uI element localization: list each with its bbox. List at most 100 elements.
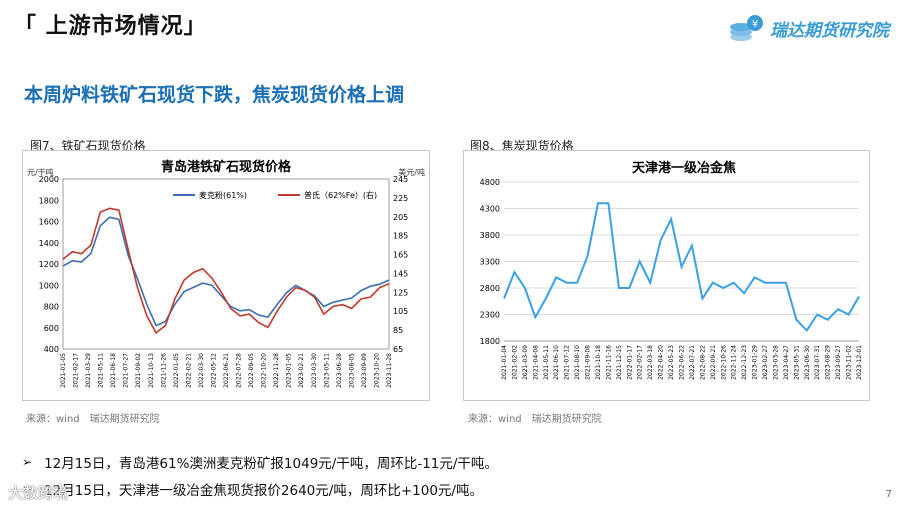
x-tick-label: 2021-12-15 — [616, 345, 623, 380]
y2-tick-label: 165 — [393, 251, 408, 260]
x-tick-label: 2023-03-30 — [311, 353, 318, 388]
x-tick-label: 2022-08-22 — [699, 345, 706, 380]
x-tick-label: 2023-08-05 — [348, 353, 355, 388]
chart-title: 天津港一级冶金焦 — [632, 160, 736, 176]
x-tick-label: 2023-09-27 — [835, 345, 842, 380]
x-tick-label: 2021-10-18 — [595, 345, 602, 380]
series-line-1 — [62, 207, 390, 335]
x-tick-label: 2023-07-31 — [814, 345, 821, 380]
bullet-iron-ore: ➢ 12月15日，青岛港61%澳洲麦克粉矿报1049元/干吨，周环比-11元/干… — [22, 452, 498, 472]
y-tick-label: 1000 — [39, 281, 59, 290]
x-tick-label: 2022-05-12 — [210, 353, 217, 388]
series-line-0 — [503, 202, 860, 332]
x-tick-label: 2022-04-20 — [658, 345, 665, 380]
y2-tick-label: 125 — [393, 288, 408, 297]
legend-label-0: 麦克粉(61%) — [199, 190, 247, 200]
fig7-panel: 青岛港铁矿石现货价格 元/干吨 美元/吨 400 600 800 1000 1200 1400 1… — [22, 150, 430, 401]
x-tick-label: 2021-10-13 — [148, 353, 155, 388]
brand-name: 瑞达期货研究院 — [770, 20, 889, 41]
y2-tick-label: 85 — [393, 326, 403, 335]
brand-logo: ¥ 瑞达期货研究院 — [728, 10, 889, 46]
x-tick-label: 2021-11-16 — [605, 345, 612, 380]
x-tick-label: 2023-05-11 — [323, 353, 330, 388]
x-tick-label: 2022-02-21 — [185, 353, 192, 388]
x-tick-label: 2021-09-08 — [585, 345, 592, 380]
coins-logo-icon: ¥ — [730, 15, 763, 41]
y2-tick-label: 65 — [393, 345, 403, 354]
x-tick-label: 2022-01-17 — [626, 345, 633, 380]
x-tick-label: 2022-07-21 — [689, 345, 696, 380]
x-tick-label: 2023-02-21 — [298, 353, 305, 388]
x-tick-label: 2021-03-29 — [85, 353, 92, 388]
legend-label-1: 普氏（62%Fe）(右) — [304, 190, 377, 200]
y-tick-label: 2000 — [39, 175, 59, 184]
x-tick-label: 2021-06-18 — [110, 353, 117, 388]
x-tick-label: 2023-01-05 — [286, 353, 293, 388]
y-tick-label: 1200 — [39, 260, 59, 269]
x-tick-label: 2023-02-27 — [762, 345, 769, 380]
x-tick-label: 2021-01-04 — [501, 345, 508, 380]
y-tick-label: 4300 — [480, 205, 500, 214]
y-tick-label: 600 — [44, 324, 59, 333]
y2-tick-label: 105 — [393, 307, 408, 316]
y-tick-label: 4800 — [480, 178, 500, 187]
x-tick-label: 2021-11-26 — [160, 353, 167, 388]
fig7-label: 图7、铁矿石现货价格 — [30, 139, 146, 153]
svg-text:¥: ¥ — [752, 19, 758, 30]
x-tick-label: 2022-10-26 — [720, 345, 727, 380]
y-tick-label: 800 — [44, 303, 59, 312]
x-tick-label: 2023-06-28 — [336, 353, 343, 388]
y-tick-label: 1800 — [480, 337, 500, 346]
x-tick-label: 2021-02-17 — [73, 353, 80, 388]
x-tick-label: 2022-11-28 — [273, 353, 280, 388]
x-tick-label: 2021-07-27 — [123, 353, 130, 388]
x-tick-label: 2023-03-28 — [772, 345, 779, 380]
arrow-bullet-icon: ➢ — [22, 455, 33, 469]
x-tick-label: 2022-06-22 — [679, 345, 686, 380]
section-title: 「 上游市场情况」 — [14, 14, 207, 39]
fig7-source: 来源：wind 瑞达期货研究院 — [26, 414, 160, 425]
x-tick-label: 2021-07-12 — [564, 345, 571, 380]
fig8-label: 图8、焦炭现货价格 — [470, 139, 574, 153]
x-tick-label: 2023-05-31 — [793, 345, 800, 380]
y-tick-label: 1600 — [39, 218, 59, 227]
y2-tick-label: 205 — [393, 213, 408, 222]
x-tick-label: 2022-01-05 — [173, 353, 180, 388]
x-tick-label: 2022-05-23 — [668, 345, 675, 380]
y2-tick-label: 245 — [393, 175, 408, 184]
x-tick-label: 2023-11-02 — [846, 345, 853, 380]
x-tick-label: 2022-11-24 — [731, 345, 738, 380]
x-tick-label: 2021-08-10 — [574, 345, 581, 380]
coke-chart: 天津港一级冶金焦 1800 2300 2800 3300 3800 4300 4800 2021… — [480, 160, 863, 380]
bullet-coke: ➢ 12月15日，天津港一级冶金焦现货报价2640元/吨，周环比+100元/吨。 — [22, 479, 483, 499]
x-tick-label: 2022-09-21 — [710, 345, 717, 380]
y2-tick-label: 225 — [393, 194, 408, 203]
bullet-text: 12月15日，青岛港61%澳洲麦克粉矿报1049元/干吨，周环比-11元/干吨。 — [44, 456, 498, 472]
y-axis-label: 元/干吨 — [27, 167, 54, 177]
page-number: 7 — [885, 489, 892, 500]
y2-tick-label: 185 — [393, 232, 408, 241]
x-tick-label: 2023-01-29 — [752, 345, 759, 380]
x-tick-label: 2022-12-23 — [741, 345, 748, 380]
x-tick-label: 2022-10-20 — [261, 353, 268, 388]
x-tick-label: 2023-06-30 — [804, 345, 811, 380]
x-tick-label: 2022-03-30 — [198, 353, 205, 388]
x-tick-label: 2023-09-09 — [361, 353, 368, 388]
x-tick-label: 2021-03-09 — [522, 345, 529, 380]
y-tick-label: 2300 — [480, 311, 500, 320]
y-tick-label: 2800 — [480, 284, 500, 293]
y2-tick-label: 145 — [393, 269, 408, 278]
fig8-source: 来源：wind 瑞达期货研究院 — [468, 414, 602, 425]
x-tick-label: 2021-04-08 — [532, 345, 539, 380]
x-tick-label: 2021-02-02 — [511, 345, 518, 380]
y2-axis-label: 美元/吨 — [398, 167, 425, 177]
x-tick-label: 2021-05-11 — [98, 353, 105, 388]
y-tick-label: 1800 — [39, 196, 59, 205]
x-tick-label: 2023-10-20 — [373, 353, 380, 388]
x-tick-label: 2021-01-05 — [60, 353, 67, 388]
y-tick-label: 3300 — [480, 258, 500, 267]
y-tick-label: 3800 — [480, 231, 500, 240]
y-tick-label: 1400 — [39, 239, 59, 248]
watermark: 大数跨境 — [8, 482, 68, 503]
